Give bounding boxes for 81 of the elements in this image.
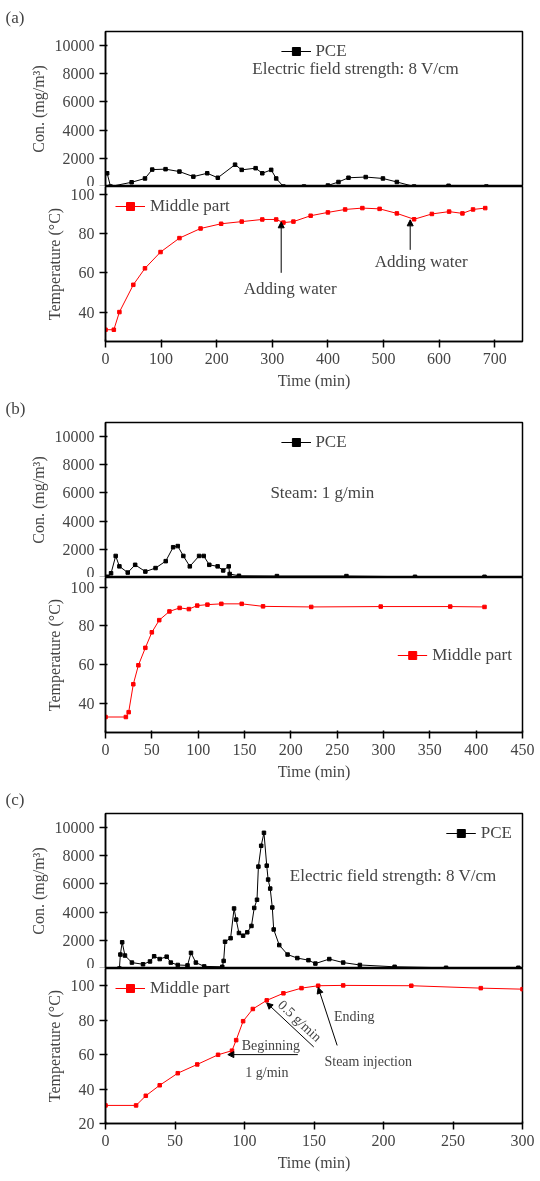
annotation: Beginning: [241, 1038, 300, 1054]
chart-title: (c): [5, 789, 25, 809]
x-tick-label: 300: [510, 1131, 535, 1149]
y-tick-label: 2000: [62, 149, 95, 167]
x-tick-label: 450: [510, 740, 535, 758]
chart-title: (a): [5, 7, 25, 27]
y-tick-label: 80: [78, 225, 95, 243]
y-tick-label: 60: [78, 1046, 95, 1064]
x-tick-label: 300: [260, 349, 285, 367]
y-axis-title: Temperature (°C): [45, 989, 64, 1103]
x-tick-label: 150: [232, 740, 257, 758]
y-tick-label: 8000: [62, 847, 95, 865]
y-tick-label: 40: [78, 694, 95, 712]
y-tick-label: 6000: [62, 875, 95, 893]
legend-label: PCE: [315, 432, 347, 452]
x-tick-label: 400: [464, 740, 489, 758]
annotation: Adding water: [374, 252, 469, 272]
x-tick-label: 600: [427, 349, 452, 367]
y-tick-label: 80: [78, 1011, 95, 1029]
legend-label: Middle part: [150, 978, 230, 998]
legend-label: Middle part: [150, 196, 230, 216]
y-tick-label: 100: [70, 977, 95, 995]
x-tick-label: 0: [101, 740, 110, 758]
y-tick-label: 40: [78, 1080, 95, 1098]
y-tick-label: 60: [78, 264, 95, 282]
annotation: Steam injection: [324, 1054, 412, 1069]
y-axis-title: Con. (mg/m³): [29, 456, 48, 544]
y-tick-label: 6000: [62, 93, 95, 111]
x-tick-label: 300: [371, 740, 396, 758]
x-tick-label: 100: [232, 1131, 257, 1149]
annotation: Ending: [333, 1008, 375, 1024]
y-tick-label: 10000: [54, 37, 95, 55]
x-tick-label: 0: [101, 349, 110, 367]
y-tick-label: 80: [78, 617, 95, 635]
x-tick-label: 100: [186, 740, 211, 758]
chart-title: (b): [5, 398, 26, 418]
x-tick-label: 100: [149, 349, 174, 367]
annotation: 1 g/min: [245, 1064, 289, 1080]
annotation: Adding water: [243, 279, 338, 299]
y-tick-label: 0: [86, 954, 95, 972]
y-axis-title: Temperature (°C): [45, 598, 64, 712]
x-tick-label: 500: [371, 349, 396, 367]
legend-label: PCE: [315, 41, 347, 61]
legend-label: Middle part: [432, 644, 512, 665]
y-tick-label: 4000: [62, 903, 95, 921]
x-tick-label: 250: [441, 1131, 465, 1149]
x-tick-label: 50: [143, 740, 160, 758]
x-tick-label: 150: [302, 1131, 326, 1149]
annotation: Electric field strength: 8 V/cm: [252, 59, 459, 79]
y-tick-label: 0: [86, 563, 95, 581]
x-tick-label: 200: [204, 349, 229, 367]
y-tick-label: 4000: [62, 121, 95, 139]
x-axis-title: Time (min): [277, 371, 351, 390]
x-axis-title: Time (min): [277, 1153, 351, 1172]
y-tick-label: 40: [78, 303, 95, 321]
y-tick-label: 100: [70, 578, 95, 596]
y-tick-label: 20: [78, 1115, 95, 1132]
x-tick-label: 700: [482, 349, 507, 367]
x-tick-label: 0: [101, 1131, 110, 1149]
y-tick-label: 4000: [62, 512, 95, 530]
x-tick-label: 350: [417, 740, 442, 758]
x-tick-label: 250: [325, 740, 350, 758]
y-tick-label: 60: [78, 656, 95, 674]
y-axis-title: Con. (mg/m³): [29, 65, 48, 153]
x-tick-label: 400: [315, 349, 340, 367]
y-tick-label: 10000: [54, 428, 95, 446]
x-tick-label: 200: [371, 1131, 396, 1149]
y-tick-label: 8000: [62, 65, 95, 83]
y-tick-label: 2000: [62, 540, 95, 558]
y-tick-label: 8000: [62, 456, 95, 474]
legend-label: PCE: [480, 823, 512, 843]
annotation: Steam: 1 g/min: [270, 482, 375, 502]
y-tick-label: 10000: [54, 819, 95, 837]
y-axis-title: Con. (mg/m³): [29, 847, 48, 935]
x-tick-label: 200: [278, 740, 303, 758]
y-axis-title: Temperature (°C): [45, 207, 64, 321]
x-tick-label: 50: [167, 1131, 183, 1149]
y-tick-label: 6000: [62, 484, 95, 502]
y-tick-label: 2000: [62, 931, 95, 949]
x-axis-title: Time (min): [277, 762, 351, 781]
annotation: Electric field strength: 8 V/cm: [289, 866, 497, 885]
